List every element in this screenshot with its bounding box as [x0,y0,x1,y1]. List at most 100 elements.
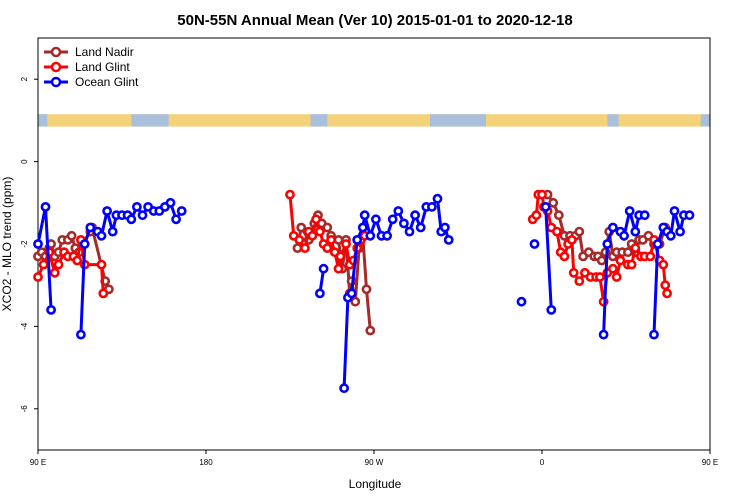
land-mask-ocean-band [310,114,328,127]
data-point [365,325,376,336]
data-point [426,201,437,212]
data-point [46,304,56,315]
data-point [333,263,344,274]
data-point [675,226,685,237]
data-point [322,222,333,233]
data-point [346,288,357,299]
data-point [361,284,372,295]
data-point [33,239,43,249]
chart-title: 50N-55N Annual Mean (Ver 10) 2015-01-01 … [177,12,572,29]
data-point [439,222,450,233]
data-point [341,239,351,249]
data-point [359,210,370,221]
data-point [658,259,669,270]
data-point [326,234,336,245]
data-point [649,329,659,340]
legend-marker-land-glint [50,61,62,73]
data-point [66,230,77,241]
data-point [630,243,641,253]
data-point [350,296,361,307]
data-point [387,214,398,225]
data-point [567,234,577,245]
data-point [645,251,656,262]
data-point [352,234,363,245]
data-point [322,243,333,253]
data-point [568,267,579,278]
data-point [393,206,404,216]
y-tick-label: -4 [20,322,29,330]
data-point [318,263,329,274]
legend-label-land-glint: Land Glint [75,60,130,74]
legend-marker-ocean-glint [50,76,62,88]
x-axis: 90 E 180 90 W 0 90 E [30,450,718,467]
x-tick-label: 90 E [702,458,718,467]
x-tick-label: 90 W [365,458,384,467]
y-tick-label: -2 [20,240,29,248]
data-point [615,255,626,266]
data-point [335,251,346,262]
data-point [33,272,43,282]
data-point [299,243,310,253]
data-point [102,206,112,216]
y-tick-label: 2 [20,76,29,81]
data-point [165,197,176,208]
data-point [314,288,325,299]
data-point [365,230,376,241]
data-point [49,267,60,278]
x-tick-label: 90 E [30,458,46,467]
land-mask-land [38,114,710,127]
data-point [357,222,368,233]
data-point [546,304,557,315]
data-point [553,210,564,221]
data-point [652,239,663,249]
land-mask-strip [38,114,710,127]
data-point [171,214,181,225]
data-point [131,201,142,212]
data-point [548,197,559,208]
data-point [608,263,618,274]
data-point [552,226,562,237]
land-mask-ocean-band [700,114,710,127]
data-point [516,296,527,307]
data-point [126,214,137,225]
data-point [432,193,443,204]
data-point [529,239,540,249]
data-point [608,222,618,233]
data-point [311,214,321,225]
data-point [684,210,695,221]
x-axis-label: Longitude [349,477,402,491]
data-point [72,255,83,266]
data-point [404,226,415,237]
data-point [40,201,51,212]
data-point [596,255,607,266]
data-point [660,280,671,291]
x-tick-label: 180 [199,458,213,467]
data-point [53,259,64,270]
data-point [370,214,381,225]
y-axis-label: XCO2 - MLO trend (ppm) [0,177,14,312]
legend-label-land-nadir: Land Nadir [75,45,134,59]
data-point [314,226,325,237]
data-point [602,239,613,249]
data-point [285,189,295,200]
y-tick-label: 0 [20,159,29,164]
series-line [342,197,451,389]
data-point [382,230,392,241]
data-point [137,210,148,221]
x-tick-label: 0 [540,458,545,467]
data-point [96,259,107,270]
land-mask-ocean-band [131,114,169,127]
legend-label-ocean-glint: Ocean Glint [75,75,139,89]
data-point [662,288,672,299]
y-tick-label: -6 [20,405,29,413]
series-ocean-glint [33,193,695,394]
data-point [339,383,349,394]
data-point [598,329,609,340]
data-point [96,230,107,241]
data-point [574,226,585,237]
data-point [176,206,187,216]
data-point [79,239,90,249]
legend: Land Nadir Land Glint Ocean Glint [44,45,139,89]
data-point [595,272,605,282]
